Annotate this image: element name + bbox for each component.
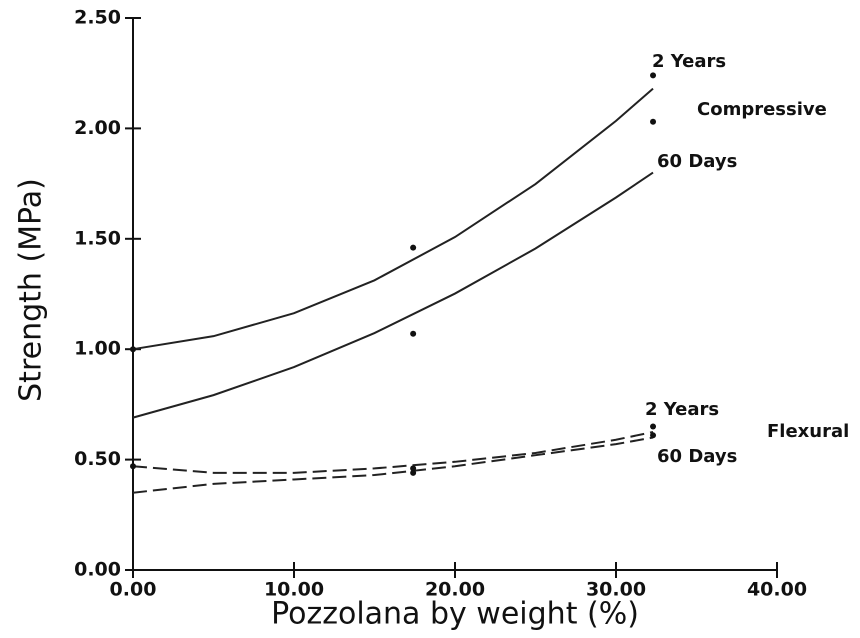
x-tick-label: 40.00 (747, 579, 807, 601)
y-tick-label: 1.00 (74, 338, 121, 360)
annotation: 2 Years (652, 51, 726, 72)
series-line (132, 171, 654, 419)
x-tick-label: 0.00 (110, 579, 157, 601)
data-point (410, 244, 417, 251)
data-point (130, 463, 136, 470)
data-point (410, 469, 417, 476)
data-point (410, 465, 417, 472)
y-tick-label: 0.00 (74, 559, 121, 581)
y-tick-label: 2.00 (74, 117, 121, 139)
data-point (650, 423, 657, 430)
series-line (132, 431, 654, 474)
data-point (650, 432, 657, 439)
y-tick-label: 0.50 (74, 448, 121, 470)
x-tick-label: 10.00 (264, 579, 324, 601)
y-axis-title: Strength (MPa) (14, 178, 49, 402)
x-tick-label: 30.00 (586, 579, 646, 601)
y-tick-label: 2.50 (74, 7, 121, 29)
annotation: Compressive (697, 99, 827, 120)
annotation: Flexural (767, 421, 849, 442)
data-point (130, 346, 136, 353)
annotation: 60 Days (657, 151, 737, 172)
data-point (410, 330, 417, 337)
data-point (650, 72, 657, 79)
x-axis-title: Pozzolana by weight (%) (271, 597, 639, 632)
x-tick-label: 20.00 (425, 579, 485, 601)
series-line (132, 87, 654, 351)
annotation: 2 Years (645, 399, 719, 420)
annotation: 60 Days (657, 446, 737, 467)
data-point (650, 118, 657, 125)
y-tick-label: 1.50 (74, 227, 121, 249)
